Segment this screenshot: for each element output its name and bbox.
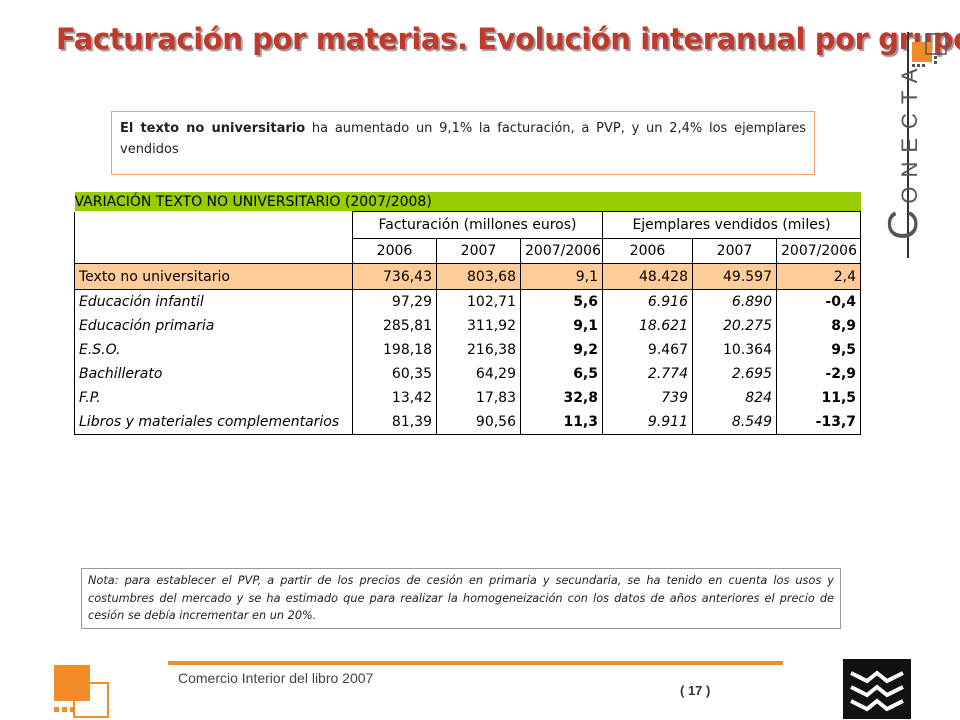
table-row: Libros y materiales complementarios 81,3…	[74, 410, 862, 435]
table-cell: 2.774	[602, 362, 693, 386]
row-label: Libros y materiales complementarios	[74, 410, 353, 435]
row-label: Bachillerato	[74, 362, 353, 386]
brand-initial: C	[879, 203, 926, 240]
table-cell: 9.911	[602, 410, 693, 435]
sub-header: 2007/2006	[776, 238, 862, 264]
table-cell: -13,7	[776, 410, 862, 435]
table-cell: 2,4	[776, 263, 862, 290]
table-cell: 216,38	[436, 338, 521, 362]
table-cell: 18.621	[602, 314, 693, 338]
group-header-facturacion: Facturación (millones euros)	[352, 211, 603, 239]
callout-bold: El texto no universitario	[120, 121, 306, 136]
table-cell: 90,56	[436, 410, 521, 435]
table-cell: 20.275	[692, 314, 777, 338]
table-row: E.S.O. 198,18 216,38 9,2 9.467 10.364 9,…	[74, 338, 862, 362]
row-label: Texto no universitario	[74, 263, 353, 290]
table-cell: 9,5	[776, 338, 862, 362]
row-label: Educación infantil	[74, 289, 353, 314]
group-header-ejemplares: Ejemplares vendidos (miles)	[602, 211, 862, 239]
sub-header-row: 2006 2007 2007/2006 2006 2007 2007/2006	[74, 238, 862, 264]
table-cell: 6,5	[520, 362, 603, 386]
total-row: Texto no universitario 736,43 803,68 9,1…	[74, 263, 862, 290]
table-cell: 13,42	[352, 386, 437, 410]
table-cell: 81,39	[352, 410, 437, 435]
table-cell: 6.916	[602, 289, 693, 314]
table-cell: 8,9	[776, 314, 862, 338]
table-cell: 824	[692, 386, 777, 410]
table-cell: 8.549	[692, 410, 777, 435]
callout-text: ha aumentado un 9,1% la facturación, a P…	[120, 121, 806, 157]
sub-header: 2006	[352, 238, 437, 264]
sub-header: 2007	[436, 238, 521, 264]
logo-divider	[907, 32, 909, 258]
conecta-logo-squares-icon	[912, 33, 947, 67]
table-cell: 285,81	[352, 314, 437, 338]
table-cell: 60,35	[352, 362, 437, 386]
table-cell: 9,1	[520, 314, 603, 338]
table-cell: 9,1	[520, 263, 603, 290]
table-cell: 64,29	[436, 362, 521, 386]
footer-divider	[168, 661, 783, 665]
table-cell: 9.467	[602, 338, 693, 362]
table-row: Bachillerato 60,35 64,29 6,5 2.774 2.695…	[74, 362, 862, 386]
footer-text: Comercio Interior del libro 2007	[178, 670, 374, 686]
table-cell: 49.597	[692, 263, 777, 290]
variation-table: VARIACIÓN TEXTO NO UNIVERSITARIO (2007/2…	[74, 192, 862, 435]
table-cell: 6.890	[692, 289, 777, 314]
table-row: Educación primaria 285,81 311,92 9,1 18.…	[74, 314, 862, 338]
row-label: Educación primaria	[74, 314, 353, 338]
conecta-brand: CONECTA	[879, 60, 927, 240]
table-cell: 739	[602, 386, 693, 410]
table-cell: 17,83	[436, 386, 521, 410]
table-cell: 48.428	[602, 263, 693, 290]
sub-header: 2006	[602, 238, 693, 264]
footer-squares-logo-icon	[54, 665, 109, 718]
table-row: F.P. 13,42 17,83 32,8 739 824 11,5	[74, 386, 862, 410]
slide-title: Facturación por materias. Evolución inte…	[56, 22, 960, 56]
table-cell: 11,5	[776, 386, 862, 410]
sub-header: 2007/2006	[520, 238, 603, 264]
note-box: Nota: para establecer el PVP, a partir d…	[81, 568, 841, 629]
group-header-row: Facturación (millones euros) Ejemplares …	[74, 211, 862, 239]
page-number: ( 17 )	[680, 683, 711, 698]
table-cell: 9,2	[520, 338, 603, 362]
brand-rest: ONECTA	[897, 59, 922, 204]
table-cell: 11,3	[520, 410, 603, 435]
table-cell: 97,29	[352, 289, 437, 314]
table-cell: -0,4	[776, 289, 862, 314]
table-cell: 102,71	[436, 289, 521, 314]
table-caption: VARIACIÓN TEXTO NO UNIVERSITARIO (2007/2…	[74, 192, 861, 212]
table-row: Educación infantil 97,29 102,71 5,6 6.91…	[74, 289, 862, 314]
row-label: F.P.	[74, 386, 353, 410]
table-cell: 10.364	[692, 338, 777, 362]
table-cell: 32,8	[520, 386, 603, 410]
publisher-logo-icon	[843, 659, 911, 719]
sub-header: 2007	[692, 238, 777, 264]
table-cell: 2.695	[692, 362, 777, 386]
table-cell: 198,18	[352, 338, 437, 362]
table-cell: 311,92	[436, 314, 521, 338]
summary-callout: El texto no universitario ha aumentado u…	[111, 111, 815, 175]
table-caption-row: VARIACIÓN TEXTO NO UNIVERSITARIO (2007/2…	[74, 192, 861, 212]
row-label: E.S.O.	[74, 338, 353, 362]
table-cell: 803,68	[436, 263, 521, 290]
table-cell: 736,43	[352, 263, 437, 290]
table-cell: -2,9	[776, 362, 862, 386]
table-cell: 5,6	[520, 289, 603, 314]
